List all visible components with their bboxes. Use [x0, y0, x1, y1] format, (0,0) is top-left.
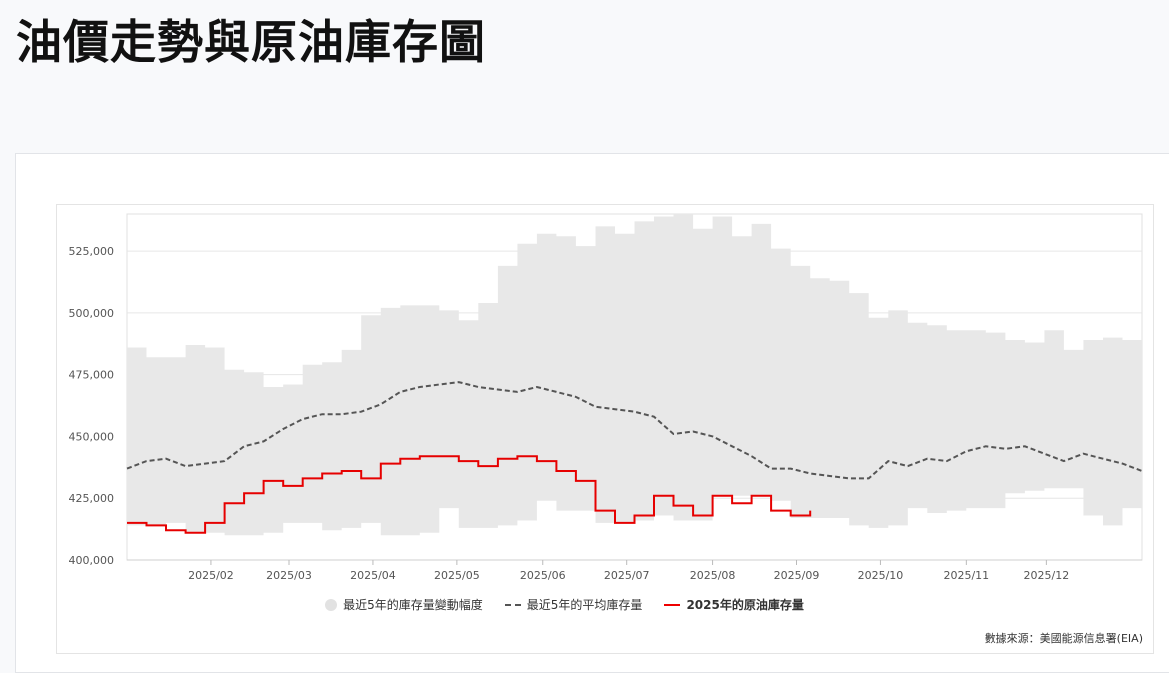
current-line: [127, 455, 812, 534]
y-tick-label: 475,000: [69, 369, 115, 382]
axes: 400,000 425,000 450,000 475,000 500,000 525,0…: [69, 245, 1142, 582]
x-tick-label: 2025/11: [943, 569, 989, 582]
page-title: 油價走勢與原油庫存圖: [16, 15, 486, 69]
legend-item-range[interactable]: 最近5年的庫存量變動幅度: [325, 596, 483, 613]
legend-label-average: 最近5年的平均庫存量: [526, 598, 643, 612]
solid-line-swatch-icon: [664, 603, 681, 606]
y-tick-label: 400,000: [69, 554, 115, 567]
x-tick-label: 2025/05: [434, 569, 480, 582]
x-tick-label: 2025/07: [604, 569, 650, 582]
legend-item-current[interactable]: 2025年的原油庫存量: [664, 596, 804, 613]
x-tick-label: 2025/10: [858, 569, 904, 582]
x-tick-label: 2025/06: [520, 569, 566, 582]
y-tick-label: 525,000: [69, 245, 115, 258]
x-tick-label: 2025/12: [1024, 569, 1070, 582]
range-band-area: [127, 214, 1142, 536]
current-line-path: [127, 455, 812, 534]
y-tick-label: 425,000: [69, 492, 115, 505]
y-tick-label: 500,000: [69, 307, 115, 320]
data-source-note: 數據來源：美國能源信息署(EIA): [984, 632, 1143, 645]
range-band: [127, 214, 1142, 536]
dashed-line-swatch-icon: [504, 603, 521, 606]
x-tick-label: 2025/02: [188, 569, 234, 582]
x-tick-label: 2025/03: [266, 569, 312, 582]
range-swatch-icon: [325, 598, 338, 611]
x-tick-label: 2025/04: [350, 569, 396, 582]
x-tick-label: 2025/08: [690, 569, 736, 582]
x-tick-label: 2025/09: [774, 569, 820, 582]
y-tick-label: 450,000: [69, 430, 115, 443]
legend-label-current: 2025年的原油庫存量: [686, 598, 804, 612]
legend-item-average[interactable]: 最近5年的平均庫存量: [504, 596, 643, 613]
legend-label-range: 最近5年的庫存量變動幅度: [343, 598, 483, 612]
chart-legend: 最近5年的庫存量變動幅度 最近5年的平均庫存量 2025年的原油庫存量: [0, 596, 1149, 613]
